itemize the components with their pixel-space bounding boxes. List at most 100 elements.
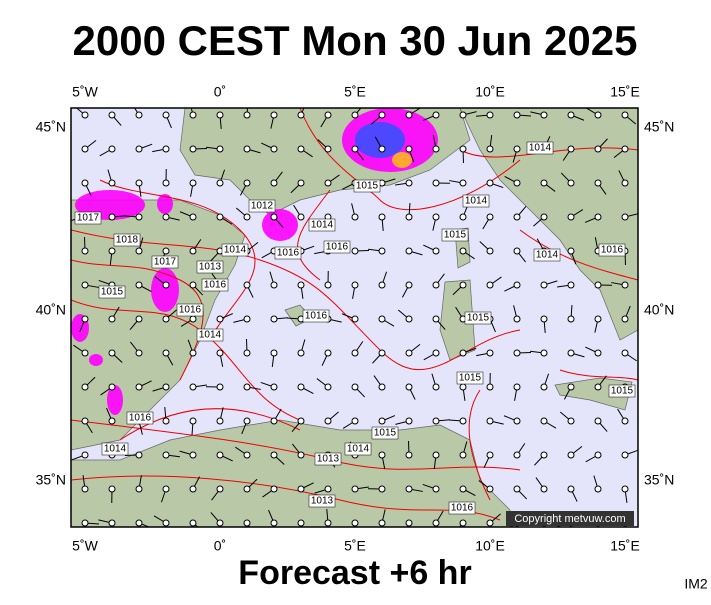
wind-station	[352, 384, 358, 390]
wind-station	[217, 384, 223, 390]
wind-station	[271, 452, 277, 458]
wind-station	[406, 316, 412, 322]
wind-station	[163, 520, 169, 526]
wind-station	[406, 486, 412, 492]
wind-station	[568, 486, 574, 492]
wind-station	[514, 214, 520, 220]
wind-station	[136, 214, 142, 220]
wind-station	[298, 282, 304, 288]
isobar-label: 1016	[305, 311, 328, 322]
wind-station	[352, 214, 358, 220]
wind-station	[109, 486, 115, 492]
isobar-label: 1015	[444, 230, 467, 241]
isobar-label: 1016	[204, 280, 227, 291]
wind-station	[244, 112, 250, 118]
isobar-label: 1014	[311, 220, 334, 231]
isobar-label: 1015	[374, 428, 397, 439]
isobar-label: 1017	[77, 213, 100, 224]
wind-station	[298, 452, 304, 458]
wind-station	[298, 214, 304, 220]
isobar-label: 1013	[199, 262, 222, 273]
wind-station	[568, 316, 574, 322]
wind-station	[379, 248, 385, 254]
wind-station	[136, 282, 142, 288]
wind-station	[109, 180, 115, 186]
lon-label: 5˚E	[344, 84, 366, 100]
wind-station	[163, 384, 169, 390]
wind-station	[163, 248, 169, 254]
wind-station	[514, 282, 520, 288]
wind-station	[433, 350, 439, 356]
wind-station	[136, 350, 142, 356]
wind-station	[487, 418, 493, 424]
wind-station	[622, 282, 628, 288]
wind-station	[190, 486, 196, 492]
isobar-label: 1016	[277, 248, 300, 259]
wind-station	[217, 486, 223, 492]
wind-station	[82, 486, 88, 492]
wind-station	[460, 146, 466, 152]
wind-station	[271, 180, 277, 186]
lon-label: 5˚E	[344, 538, 366, 554]
wind-station	[379, 316, 385, 322]
wind-station	[541, 486, 547, 492]
wind-station	[622, 180, 628, 186]
wind-station	[487, 520, 493, 526]
wind-station	[298, 146, 304, 152]
isobar-label: 1016	[326, 242, 349, 253]
wind-station	[487, 486, 493, 492]
wind-station	[460, 520, 466, 526]
wind-station	[163, 486, 169, 492]
wind-station	[568, 180, 574, 186]
wind-station	[217, 452, 223, 458]
wind-station	[325, 180, 331, 186]
wind-station	[595, 112, 601, 118]
copyright: Copyright metvuw.com	[514, 513, 625, 525]
wind-station	[217, 350, 223, 356]
wind-station	[379, 146, 385, 152]
isobar-label: 1014	[224, 245, 247, 256]
wind-station	[82, 418, 88, 424]
wind-station	[433, 452, 439, 458]
wind-station	[190, 146, 196, 152]
wind-station	[541, 214, 547, 220]
wind-station	[352, 112, 358, 118]
wind-station	[460, 248, 466, 254]
isobar-label: 1016	[451, 503, 474, 514]
wind-station	[541, 452, 547, 458]
wind-station	[514, 384, 520, 390]
wind-station	[541, 180, 547, 186]
wind-station	[109, 316, 115, 322]
wind-station	[244, 180, 250, 186]
wind-station	[190, 214, 196, 220]
wind-station	[541, 316, 547, 322]
wind-station	[379, 486, 385, 492]
wind-station	[271, 214, 277, 220]
wind-station	[595, 316, 601, 322]
wind-station	[298, 418, 304, 424]
lon-label: 15˚E	[610, 538, 640, 554]
isobar-label: 1014	[104, 444, 127, 455]
wind-station	[163, 146, 169, 152]
wind-station	[460, 282, 466, 288]
wind-station	[514, 180, 520, 186]
wind-station	[244, 214, 250, 220]
wind-station	[568, 452, 574, 458]
wind-station	[136, 248, 142, 254]
wind-station	[487, 452, 493, 458]
isobar-label: 1014	[465, 196, 488, 207]
wind-station	[622, 350, 628, 356]
isobar-label: 1015	[356, 181, 379, 192]
wind-station	[298, 350, 304, 356]
wind-station	[379, 520, 385, 526]
isobar-label: 1014	[347, 444, 370, 455]
wind-station	[325, 520, 331, 526]
wind-station	[460, 418, 466, 424]
wind-station	[244, 350, 250, 356]
wind-station	[163, 112, 169, 118]
wind-station	[109, 384, 115, 390]
lat-label: 40˚N	[36, 302, 66, 318]
wind-station	[217, 418, 223, 424]
wind-station	[433, 146, 439, 152]
